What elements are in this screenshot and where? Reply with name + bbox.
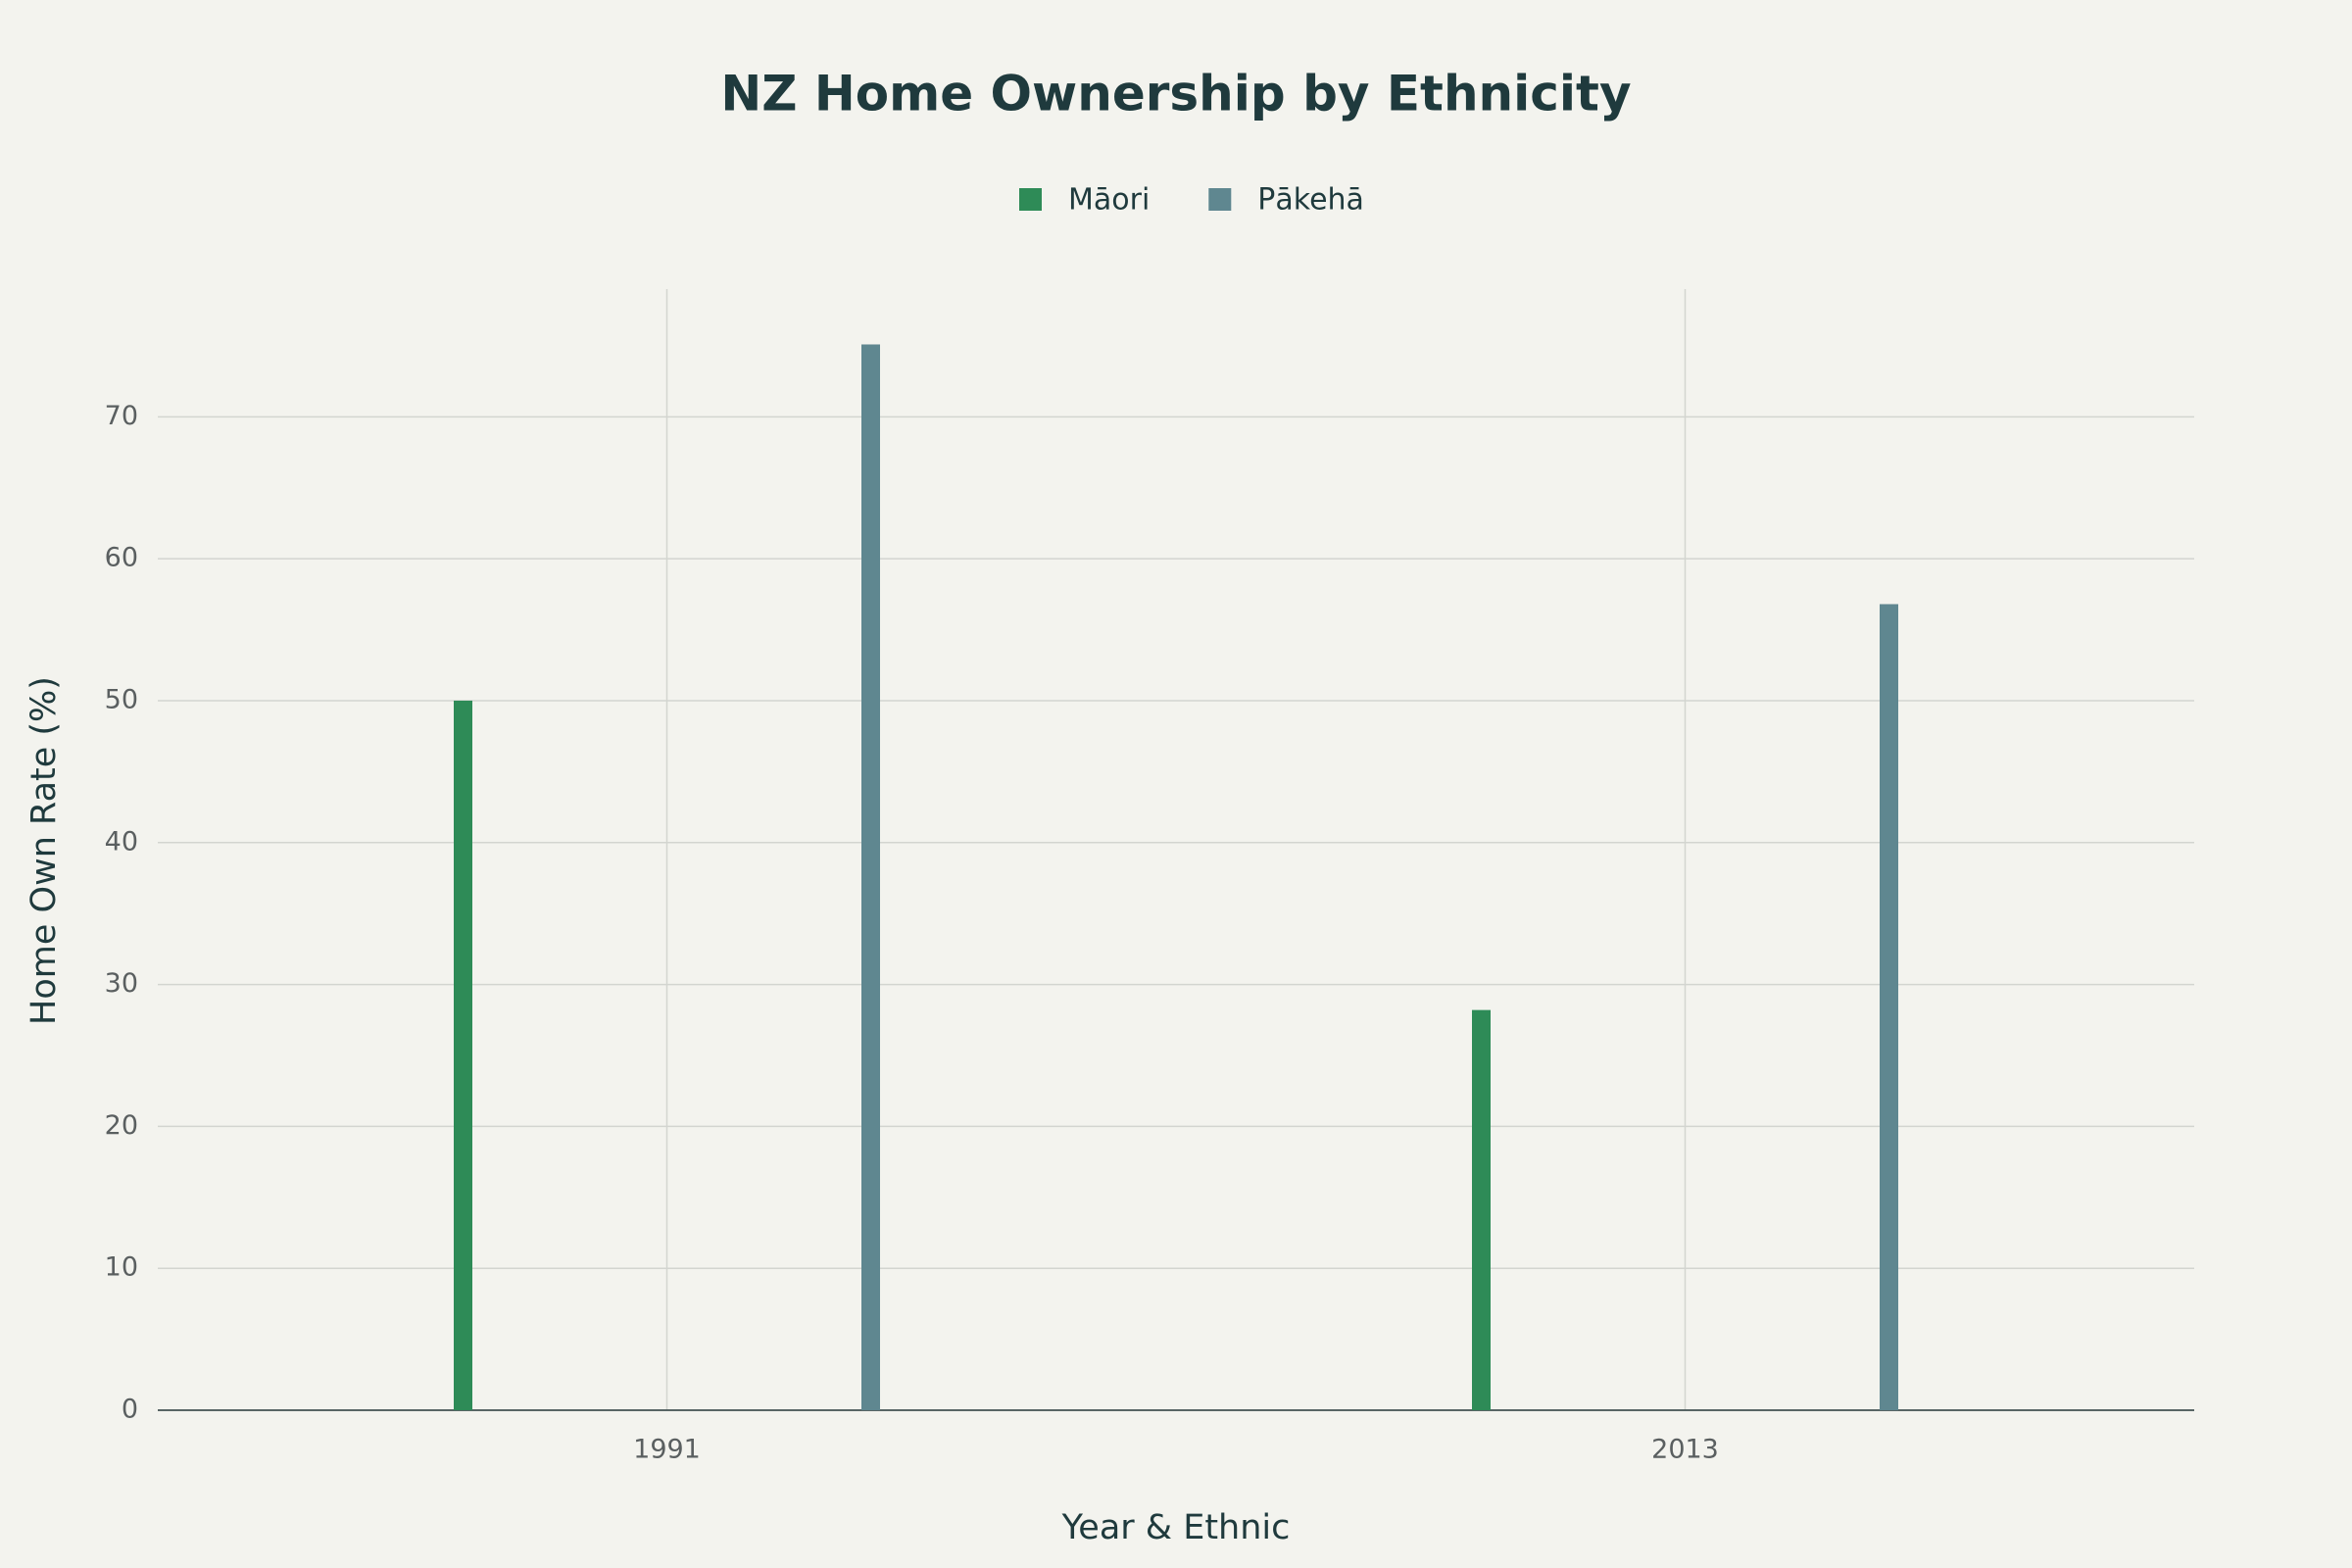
y-tick-label: 40 <box>105 826 138 857</box>
y-tick-label: 0 <box>122 1395 138 1425</box>
y-tick-label: 60 <box>105 543 138 573</box>
y-tick-label: 30 <box>105 968 138 999</box>
legend-swatch <box>1019 188 1042 211</box>
bar <box>1880 604 1898 1410</box>
x-tick-label: 1991 <box>633 1435 701 1465</box>
bar <box>861 344 880 1410</box>
chart-title: NZ Home Ownership by Ethnicity <box>720 66 1631 122</box>
x-axis-title: Year & Ethnic <box>1061 1508 1291 1547</box>
y-axis-title: Home Own Rate (%) <box>24 676 64 1025</box>
x-tick-label: 2013 <box>1651 1435 1719 1465</box>
y-tick-label: 20 <box>105 1110 138 1141</box>
legend-label: Māori <box>1068 183 1150 218</box>
legend-swatch <box>1208 188 1232 211</box>
y-tick-label: 10 <box>105 1252 138 1283</box>
y-tick-label: 70 <box>105 401 138 431</box>
bar <box>454 700 472 1410</box>
legend-label: Pākehā <box>1257 183 1364 218</box>
bar <box>1472 1009 1491 1410</box>
y-tick-label: 50 <box>105 684 138 714</box>
